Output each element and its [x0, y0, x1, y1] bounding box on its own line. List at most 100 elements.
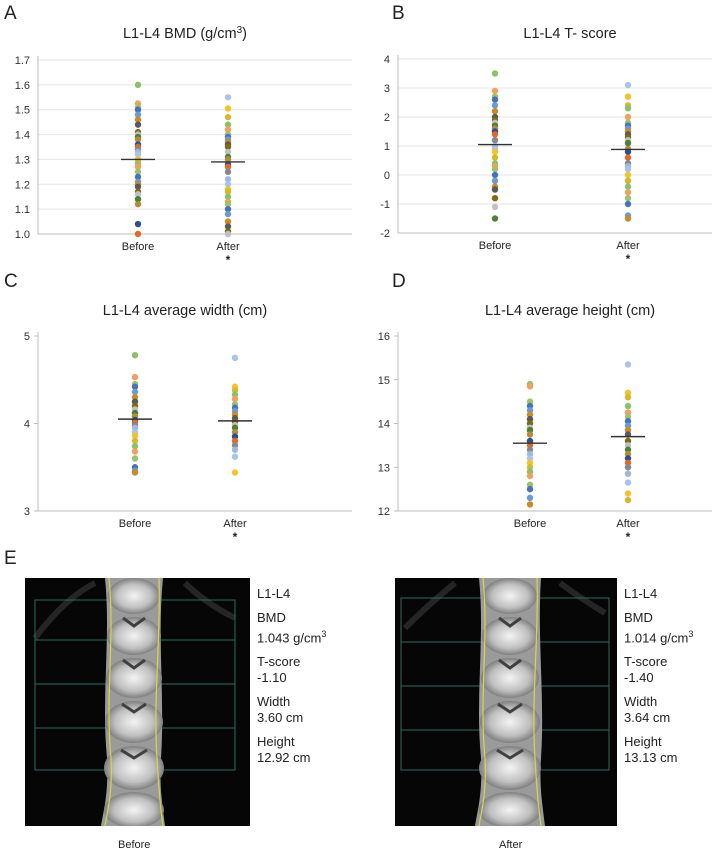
scan-info-after: L1-L4 BMD 1.014 g/cm3 T-score -1.40 Widt…: [624, 586, 720, 774]
data-point: [231, 433, 239, 440]
data-point: [526, 485, 534, 493]
y-tick-label: 3: [384, 83, 390, 95]
data-point: [624, 479, 632, 486]
width-label: Width: [624, 694, 658, 710]
data-point: [624, 166, 632, 173]
data-point: [526, 494, 534, 502]
region-label: L1-L4: [257, 586, 291, 601]
y-tick-label: 14: [378, 419, 390, 431]
data-point: [491, 203, 499, 211]
data-point: [134, 151, 142, 158]
bmd-unit-sup: 3: [688, 629, 694, 639]
data-point: [491, 195, 499, 202]
scan-caption-after: After: [499, 839, 523, 851]
y-tick-label: 1.3: [15, 154, 30, 166]
data-point: [131, 388, 139, 396]
chart-d-svg: L1-L4 average height (cm) 12 13 14 15 16 Befor…: [378, 303, 712, 544]
bmd-unit-sup: 3: [321, 629, 327, 639]
data-point: [491, 87, 499, 95]
data-point: [231, 453, 239, 460]
data-point: [526, 472, 534, 480]
data-point: [624, 183, 632, 190]
data-point: [624, 459, 632, 467]
y-tick-label: 1.4: [15, 130, 30, 142]
region-label: L1-L4: [624, 586, 658, 601]
data-point: [224, 113, 232, 121]
data-point: [526, 398, 534, 405]
data-point: [526, 464, 534, 471]
significance-marker: *: [626, 252, 631, 266]
y-tick-label: 2: [384, 112, 390, 124]
data-point: [131, 352, 139, 359]
y-tick-label: 13: [378, 462, 390, 474]
chart-title: L1-L4 average height (cm): [485, 303, 655, 319]
scan-info-before: L1-L4 BMD 1.043 g/cm3 T-score -1.10 Widt…: [257, 586, 357, 774]
width-label: Width: [257, 694, 291, 710]
chart-a-bmd: L1-L4 BMD (g/cm3) 1.0 1.1 1.2 1.3 1.4 1.5 1.6 1.…: [0, 0, 360, 270]
data-point: [624, 490, 632, 497]
x-category-label: After: [216, 241, 240, 253]
panel-letter-b: B: [392, 3, 405, 24]
data-point: [624, 177, 632, 184]
data-point: [624, 437, 632, 445]
chart-c-svg: L1-L4 average width (cm) 3 4 5 Before After*: [24, 303, 352, 544]
data-point: [624, 154, 632, 161]
y-tick-label: 15: [378, 375, 390, 387]
data-point: [491, 186, 499, 193]
chart-b-tscore: L1-L4 T- score -2 -1 0 1 2 3 4 Before After *: [360, 0, 720, 270]
bmd-value: 1.043 g/cm: [257, 630, 322, 646]
data-point: [491, 137, 499, 144]
data-point: [134, 196, 142, 203]
height-label: Height: [257, 734, 295, 750]
data-point: [131, 469, 139, 476]
data-point: [491, 96, 499, 103]
data-point: [231, 446, 239, 453]
chart-title: L1-L4 T- score: [523, 26, 616, 42]
data-point: [624, 446, 632, 453]
y-tick-label: 12: [378, 506, 390, 518]
chart-c-width: L1-L4 average width (cm) 3 4 5 Before After *: [0, 270, 360, 545]
data-point: [624, 409, 632, 416]
data-point: [491, 171, 499, 179]
data-point: [131, 443, 139, 450]
x-category-label: After: [616, 240, 640, 252]
chart-title: L1-L4 average width (cm): [103, 303, 267, 319]
data-point: [526, 415, 534, 423]
height-label: Height: [624, 734, 662, 750]
data-point: [624, 389, 632, 397]
data-point: [224, 126, 232, 133]
data-point: [624, 455, 632, 462]
data-point: [526, 420, 534, 427]
dxa-scan-after: [395, 578, 617, 826]
y-tick-label: 4: [384, 54, 390, 66]
data-point: [224, 176, 232, 183]
data-point: [624, 394, 632, 401]
y-tick-label: 1: [384, 141, 390, 153]
y-tick-label: -2: [380, 228, 390, 240]
data-point: [491, 131, 499, 138]
tscore-label: T-score: [624, 654, 668, 670]
tscore-value: -1.40: [624, 670, 654, 686]
data-point: [491, 108, 499, 115]
data-point: [491, 70, 499, 77]
y-tick-label: 16: [378, 331, 390, 343]
y-tick-label: 1.6: [15, 80, 30, 92]
data-point: [224, 121, 232, 128]
data-point: [526, 383, 534, 390]
width-value: 3.64 cm: [624, 710, 671, 726]
data-point: [224, 168, 232, 176]
data-point: [624, 402, 632, 410]
data-point: [231, 391, 239, 398]
data-point: [231, 354, 239, 362]
bmd-label: BMD: [624, 610, 653, 625]
significance-marker: *: [226, 253, 231, 267]
data-point: [624, 450, 632, 458]
data-point: [131, 437, 139, 445]
data-point: [224, 105, 232, 112]
data-point: [624, 418, 632, 425]
spine-image-after: [395, 578, 617, 826]
data-point: [231, 442, 239, 449]
data-point: [224, 218, 232, 225]
tscore-label: T-score: [257, 654, 301, 670]
data-point: [134, 191, 142, 198]
